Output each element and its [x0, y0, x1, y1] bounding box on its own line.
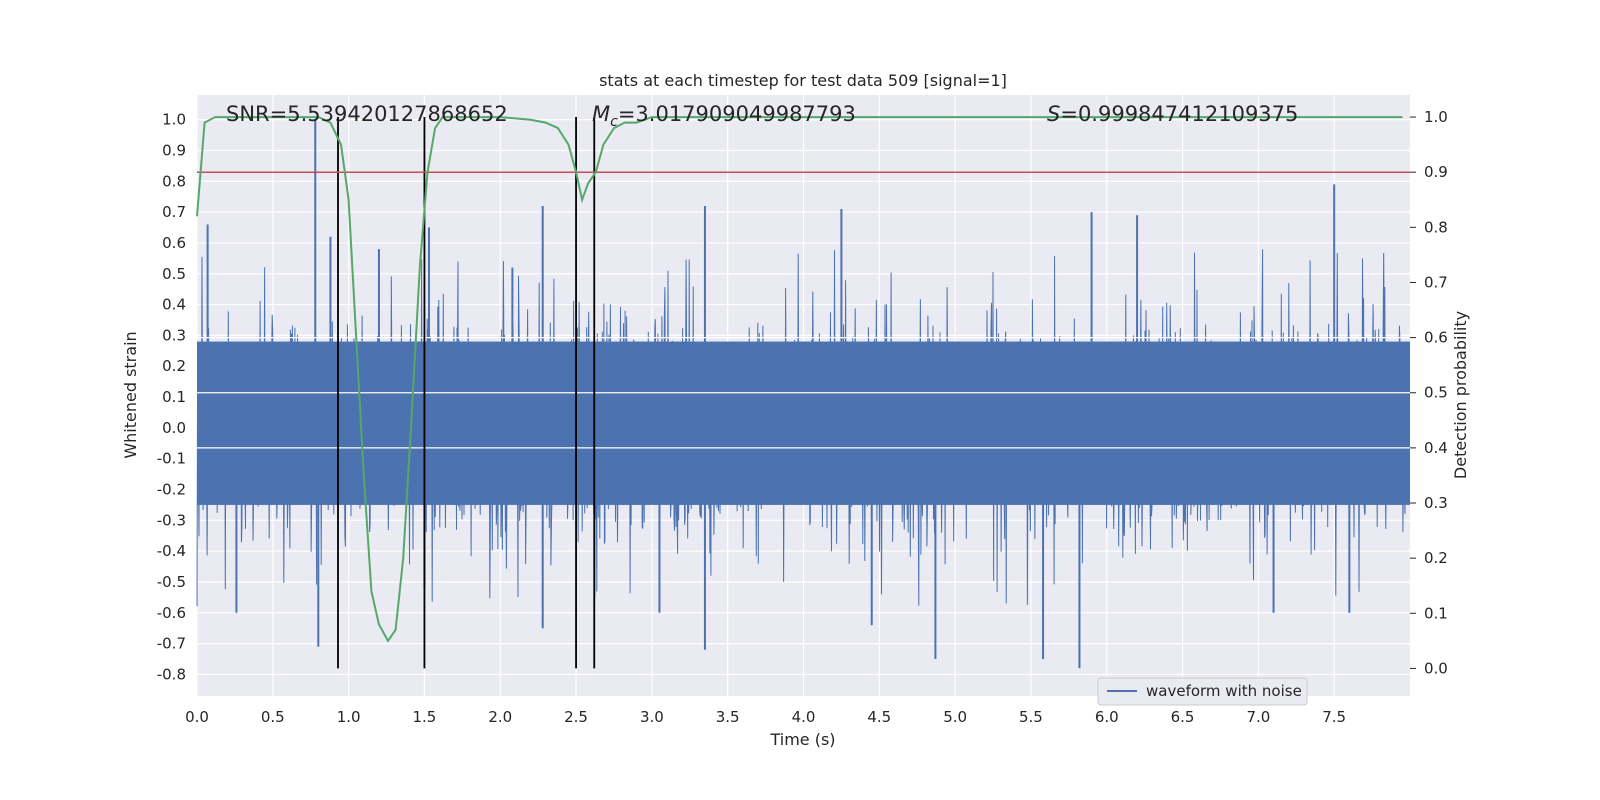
y-tick-label: -0.2 [157, 481, 186, 499]
x-tick-label: 6.0 [1095, 708, 1119, 726]
strain-series [196, 119, 1410, 669]
x-tick-labels: 0.0 0.5 1.0 1.5 2.0 2.5 3.0 3.5 4.0 4.5 5.0 5.5 6.0 6… [185, 708, 1346, 726]
y2-tick-label: 0.1 [1424, 604, 1448, 622]
y2-tick-label: 0.3 [1424, 494, 1448, 512]
x-tick-label: 3.0 [640, 708, 664, 726]
x-tick-label: 5.0 [943, 708, 967, 726]
probability-series [196, 116, 1403, 643]
y-tick-label: -0.5 [157, 573, 186, 591]
y2-tick-label: 0.4 [1424, 439, 1448, 457]
x-tick-label: 1.5 [413, 708, 437, 726]
legend: waveform with noise [1097, 677, 1308, 706]
y-tick-label: 0.2 [162, 357, 186, 375]
y-tick-label: 0.0 [162, 419, 186, 437]
y-tick-label: -0.6 [157, 604, 186, 622]
y2-tick-label: 1.0 [1424, 108, 1448, 126]
x-tick-label: 4.5 [867, 708, 891, 726]
x-tick-label: 5.5 [1019, 708, 1043, 726]
y-tick-label: 1.0 [162, 111, 186, 129]
legend-box [1097, 677, 1308, 706]
y-tick-label: -0.4 [157, 542, 186, 560]
x-tick-label: 3.5 [716, 708, 740, 726]
strain-dense-band [197, 341, 1410, 505]
probability-line [196, 116, 1403, 643]
y-tick-labels: 1.0 0.9 0.8 0.7 0.6 0.5 0.4 0.3 0.2 0.1 0.0 -0.1 -0.… [157, 111, 186, 684]
y-tick-label: 0.7 [162, 203, 186, 221]
y-tick-label: 0.1 [162, 388, 186, 406]
y-tick-label: 0.8 [162, 172, 186, 190]
s-annotation: S=0.999847412109375 [1047, 102, 1298, 126]
chirp-mass-symbol: M [592, 102, 610, 126]
y-tick-label: -0.7 [157, 635, 186, 653]
x-tick-label: 7.0 [1246, 708, 1270, 726]
chirp-mass-annotation: Mc=3.017909049987793 [592, 102, 856, 130]
chirp-mass-value: =3.017909049987793 [618, 102, 856, 126]
s-symbol: S [1047, 102, 1060, 126]
y2-tick-label: 0.7 [1424, 273, 1448, 291]
y2-tick-label: 0.5 [1424, 384, 1448, 402]
x-tick-label: 4.0 [792, 708, 816, 726]
chart-title: stats at each timestep for test data 509… [599, 71, 1007, 90]
legend-label: waveform with noise [1146, 682, 1302, 700]
x-tick-label: 7.5 [1322, 708, 1346, 726]
x-tick-label: 6.5 [1171, 708, 1195, 726]
snr-annotation: SNR=5.539420127868652 [226, 102, 508, 126]
y-tick-label: 0.5 [162, 265, 186, 283]
y-tick-label: 0.3 [162, 326, 186, 344]
y-tick-label: -0.3 [157, 511, 186, 529]
s-value: =0.999847412109375 [1060, 102, 1298, 126]
y-tick-label: -0.8 [157, 665, 186, 683]
y2-tick-label: 0.2 [1424, 549, 1448, 567]
y-tick-label: 0.4 [162, 296, 186, 314]
y2-tick-labels: 1.0 0.9 0.8 0.7 0.6 0.5 0.4 0.3 0.2 0.1 0.0 [1410, 108, 1448, 677]
x-tick-label: 2.0 [488, 708, 512, 726]
x-tick-label: 0.0 [185, 708, 209, 726]
y2-tick-label: 0.6 [1424, 329, 1448, 347]
y2-tick-label: 0.8 [1424, 218, 1448, 236]
y2-axis-label: Detection probability [1451, 311, 1470, 479]
x-tick-label: 0.5 [261, 708, 285, 726]
y2-tick-label: 0.0 [1424, 659, 1448, 677]
grid-overlay [197, 337, 1410, 449]
y-axis-label: Whitened strain [121, 331, 140, 458]
y-tick-label: 0.9 [162, 141, 186, 159]
y-tick-label: -0.1 [157, 450, 186, 468]
y-tick-label: 0.6 [162, 234, 186, 252]
y2-tick-label: 0.9 [1424, 163, 1448, 181]
x-axis-label: Time (s) [769, 730, 835, 749]
chirp-mass-subscript: c [610, 114, 618, 130]
x-tick-label: 1.0 [337, 708, 361, 726]
x-tick-label: 2.5 [564, 708, 588, 726]
